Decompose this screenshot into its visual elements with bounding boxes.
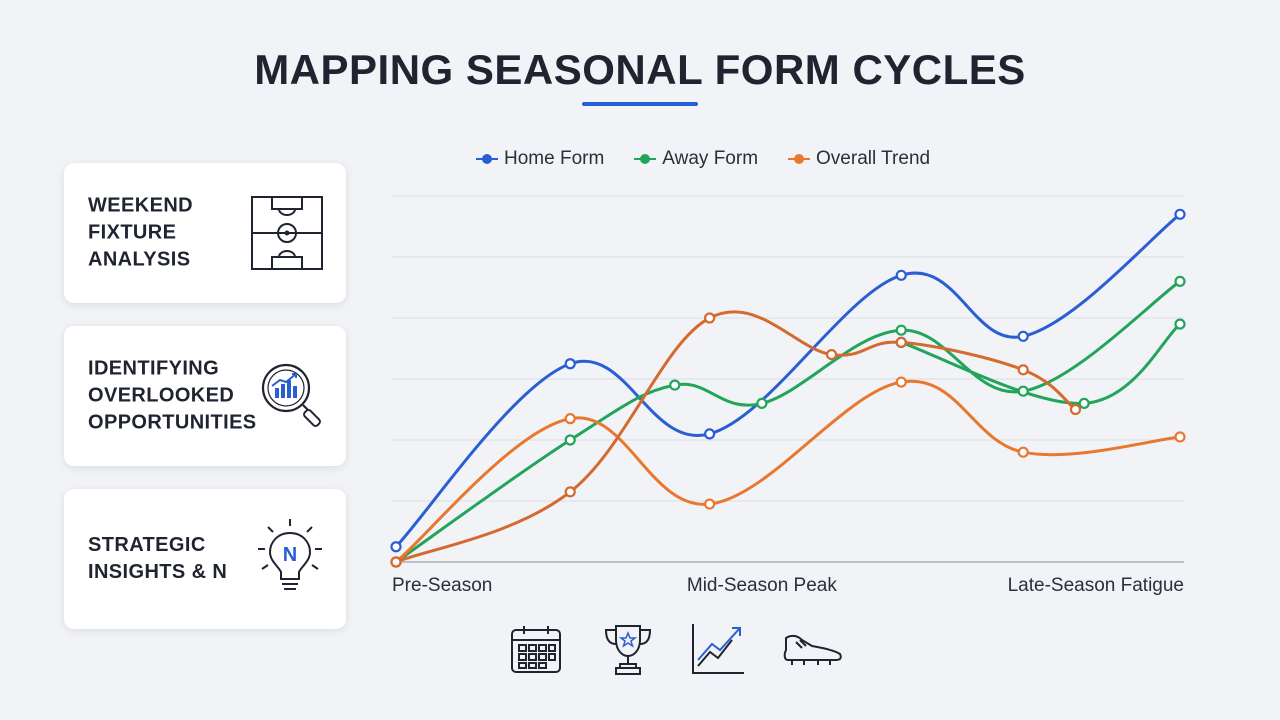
- data-point-4-4: [895, 336, 907, 348]
- x-tick-label: Pre-Season: [392, 575, 492, 596]
- calendar-icon: [511, 626, 561, 673]
- data-point-3-5: [1174, 431, 1186, 443]
- data-point-0-2: [703, 428, 716, 440]
- data-point-4-0: [390, 556, 402, 568]
- data-point-4-1: [564, 486, 576, 498]
- data-point-3-2: [703, 498, 716, 510]
- data-point-2-1: [1078, 397, 1090, 409]
- card-label: WEEKEND FIXTURE ANALYSIS: [88, 194, 194, 271]
- data-point-0-0: [390, 541, 402, 553]
- card-identifying-opportunities: IDENTIFYING OVERLOOKED OPPORTUNITIES: [64, 326, 346, 466]
- data-point-4-3: [825, 349, 838, 361]
- series-line-4: [394, 310, 1077, 564]
- data-point-1-3: [756, 397, 768, 409]
- card-label: STRATEGIC INSIGHTS & N: [88, 534, 228, 583]
- football-pitch-icon: [251, 196, 323, 270]
- chart-legend: Home Form Away Form Overall Trend: [476, 148, 930, 170]
- legend-item: Away Form: [634, 148, 758, 170]
- x-tick-label: Late-Season Fatigue: [1008, 575, 1184, 596]
- legend-swatch: [634, 153, 657, 165]
- legend-swatch: [788, 153, 811, 165]
- card-weekend-fixture-analysis: WEEKEND FIXTURE ANALYSIS: [64, 163, 346, 303]
- legend-label: Overall Trend: [816, 148, 931, 169]
- x-tick-label: Mid-Season Peak: [687, 575, 837, 596]
- legend-label: Away Form: [662, 148, 759, 169]
- data-point-1-2: [669, 379, 681, 391]
- magnifier-chart-icon: [261, 363, 321, 427]
- legend-label: Home Form: [504, 148, 605, 169]
- data-point-1-4: [895, 324, 907, 336]
- data-point-0-1: [564, 358, 576, 370]
- data-point-0-3: [895, 269, 907, 281]
- series-line-3: [394, 379, 1182, 564]
- title-underline: [582, 102, 698, 106]
- data-point-1-5: [1017, 385, 1029, 397]
- data-point-0-5: [1174, 208, 1186, 220]
- series-line-0: [394, 212, 1182, 549]
- data-point-3-4: [1017, 446, 1029, 458]
- data-point-4-2: [703, 312, 716, 324]
- legend-swatch: [476, 153, 498, 165]
- data-point-2-2: [1174, 318, 1186, 330]
- data-point-4-5: [1017, 364, 1029, 376]
- lightbulb-icon: N: [258, 519, 322, 590]
- data-point-1-6: [1174, 275, 1186, 287]
- data-point-3-3: [895, 376, 907, 388]
- data-point-0-4: [1017, 330, 1029, 342]
- data-point-4-6: [1069, 403, 1082, 416]
- card-strategic-insights: STRATEGIC INSIGHTS & N N: [64, 489, 346, 629]
- legend-item: Home Form: [476, 148, 604, 170]
- data-point-3-1: [564, 413, 576, 425]
- page-title: MAPPING SEASONAL FORM CYCLES: [254, 46, 1026, 93]
- series-line-1: [394, 279, 1182, 564]
- bottom-icon-row: [0, 620, 1280, 680]
- legend-item: Overall Trend: [788, 148, 930, 170]
- svg-text:N: N: [283, 544, 297, 566]
- trophy-icon: [604, 625, 652, 675]
- data-point-1-1: [564, 434, 576, 446]
- card-label: IDENTIFYING OVERLOOKED OPPORTUNITIES: [88, 357, 257, 434]
- trend-chart-icon: [692, 624, 744, 674]
- football-boot-icon: [783, 634, 842, 665]
